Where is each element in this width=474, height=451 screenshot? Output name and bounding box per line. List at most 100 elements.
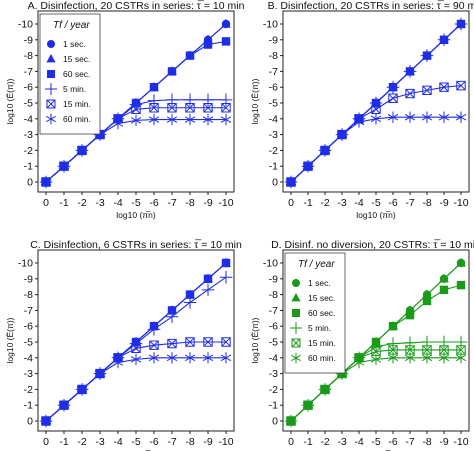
x-tick-label: -4 bbox=[354, 436, 363, 448]
data-point-asterisk bbox=[184, 352, 196, 364]
data-point-asterisk bbox=[166, 113, 178, 126]
data-point-asterisk bbox=[76, 144, 88, 157]
chart-panel-d: D. Disinf. no diversion, 20 CSTRs: τ̅ = … bbox=[250, 239, 474, 451]
data-point-xbox bbox=[149, 103, 159, 113]
x-tick-label: -9 bbox=[439, 197, 448, 209]
data-point-asterisk bbox=[40, 176, 52, 188]
y-tick-label: -3 bbox=[24, 368, 33, 380]
data-point-asterisk bbox=[387, 352, 399, 364]
legend-entry: 5 min. bbox=[63, 84, 86, 94]
y-tick-label: -8 bbox=[24, 50, 33, 62]
y-axis-label: log10 (Ē(π)) bbox=[5, 317, 15, 363]
data-point-xbox bbox=[388, 93, 398, 103]
data-point-asterisk bbox=[370, 353, 382, 366]
data-point-xbox bbox=[167, 338, 177, 349]
legend-marker-plus bbox=[45, 83, 57, 95]
legend-marker-plus bbox=[290, 322, 302, 334]
x-tick-label: -3 bbox=[337, 436, 346, 448]
data-point-xbox bbox=[203, 103, 213, 113]
x-tick-label: -10 bbox=[453, 197, 468, 209]
x-tick-label: -5 bbox=[371, 436, 380, 448]
y-tick-label: -1 bbox=[269, 400, 278, 412]
data-point-plus bbox=[403, 336, 417, 350]
y-tick-label: -4 bbox=[269, 352, 278, 364]
series-line-asterisk bbox=[290, 116, 461, 183]
data-point-xbox bbox=[221, 103, 231, 113]
data-point-asterisk bbox=[319, 383, 331, 396]
data-point-asterisk bbox=[336, 128, 348, 141]
y-tick-label: -3 bbox=[24, 129, 33, 141]
data-point-xbox bbox=[203, 337, 213, 347]
x-tick-label: 0 bbox=[288, 436, 294, 448]
x-tick-label: 0 bbox=[43, 436, 49, 448]
data-point-asterisk bbox=[130, 353, 142, 366]
y-tick-label: -6 bbox=[24, 82, 33, 94]
data-point-square bbox=[439, 285, 449, 295]
y-tick-label: -5 bbox=[24, 337, 33, 349]
x-tick-label: -7 bbox=[405, 197, 414, 209]
data-point-asterisk bbox=[455, 352, 467, 364]
x-tick-label: -7 bbox=[167, 197, 176, 209]
data-point-square bbox=[221, 258, 231, 268]
legend-title: Tf / year bbox=[53, 20, 90, 31]
y-tick-label: -1 bbox=[269, 161, 278, 173]
data-point-asterisk bbox=[404, 111, 416, 123]
legend-marker-xbox bbox=[46, 99, 56, 109]
data-point-asterisk bbox=[130, 114, 142, 127]
data-point-square bbox=[185, 51, 195, 60]
x-tick-label: -1 bbox=[303, 436, 312, 448]
legend-marker-triangle bbox=[46, 54, 56, 63]
y-tick-label: -5 bbox=[269, 98, 278, 110]
data-point-plus bbox=[420, 49, 434, 62]
x-tick-label: -4 bbox=[354, 197, 363, 209]
x-tick-label: -2 bbox=[320, 436, 329, 448]
x-tick-label: -1 bbox=[59, 197, 68, 209]
y-tick-label: -6 bbox=[24, 321, 33, 333]
y-tick-label: -1 bbox=[24, 161, 33, 173]
y-tick-label: -2 bbox=[24, 384, 33, 396]
data-point-asterisk bbox=[285, 415, 297, 427]
x-tick-label: -2 bbox=[320, 197, 329, 209]
legend-entry: 15 sec. bbox=[63, 54, 90, 64]
x-tick-label: -8 bbox=[422, 197, 431, 209]
chart-panel-b: B. Disinfection, 20 CSTRs in series: τ̅ … bbox=[250, 0, 474, 220]
chart-title: C. Disinfection, 6 CSTRs in series: τ̅ =… bbox=[30, 239, 242, 251]
y-tick-label: 0 bbox=[272, 416, 278, 428]
legend-entry: 1 sec. bbox=[308, 278, 331, 288]
x-axis-label: log10 (π̅n) bbox=[116, 210, 156, 220]
x-tick-label: -10 bbox=[218, 436, 233, 448]
y-tick-label: -9 bbox=[269, 273, 278, 285]
data-point-asterisk bbox=[421, 352, 433, 364]
y-tick-label: -6 bbox=[269, 321, 278, 333]
x-tick-label: -10 bbox=[218, 197, 233, 209]
legend-entry: 5 min. bbox=[308, 323, 331, 333]
y-tick-label: -9 bbox=[24, 34, 33, 46]
y-tick-label: -6 bbox=[269, 82, 278, 94]
data-point-plus bbox=[454, 17, 468, 31]
y-axis-label: log10 (Ē(π)) bbox=[250, 317, 260, 363]
legend-entry: 60 sec. bbox=[308, 308, 335, 318]
y-tick-label: -3 bbox=[269, 129, 278, 141]
data-point-asterisk bbox=[202, 352, 214, 364]
data-point-xbox bbox=[439, 345, 449, 355]
y-tick-label: -5 bbox=[269, 337, 278, 349]
y-tick-label: -2 bbox=[269, 384, 278, 396]
legend-marker-xbox bbox=[291, 338, 301, 348]
legend-entry: 15 min. bbox=[63, 99, 91, 109]
legend-entry: 60 min. bbox=[308, 353, 336, 363]
y-tick-label: -7 bbox=[24, 66, 33, 78]
data-point-asterisk bbox=[58, 160, 70, 172]
data-point-xbox bbox=[388, 345, 398, 355]
data-point-asterisk bbox=[387, 111, 399, 123]
data-point-square bbox=[221, 37, 231, 46]
y-tick-label: -4 bbox=[24, 352, 33, 364]
y-tick-label: -7 bbox=[269, 66, 278, 78]
y-tick-label: -10 bbox=[18, 19, 33, 31]
data-point-plus bbox=[183, 296, 197, 309]
data-point-triangle bbox=[439, 273, 449, 283]
legend-entry: 60 min. bbox=[63, 114, 91, 124]
y-tick-label: -1 bbox=[24, 400, 33, 412]
data-point-asterisk bbox=[112, 356, 124, 369]
data-point-xbox bbox=[422, 85, 432, 96]
